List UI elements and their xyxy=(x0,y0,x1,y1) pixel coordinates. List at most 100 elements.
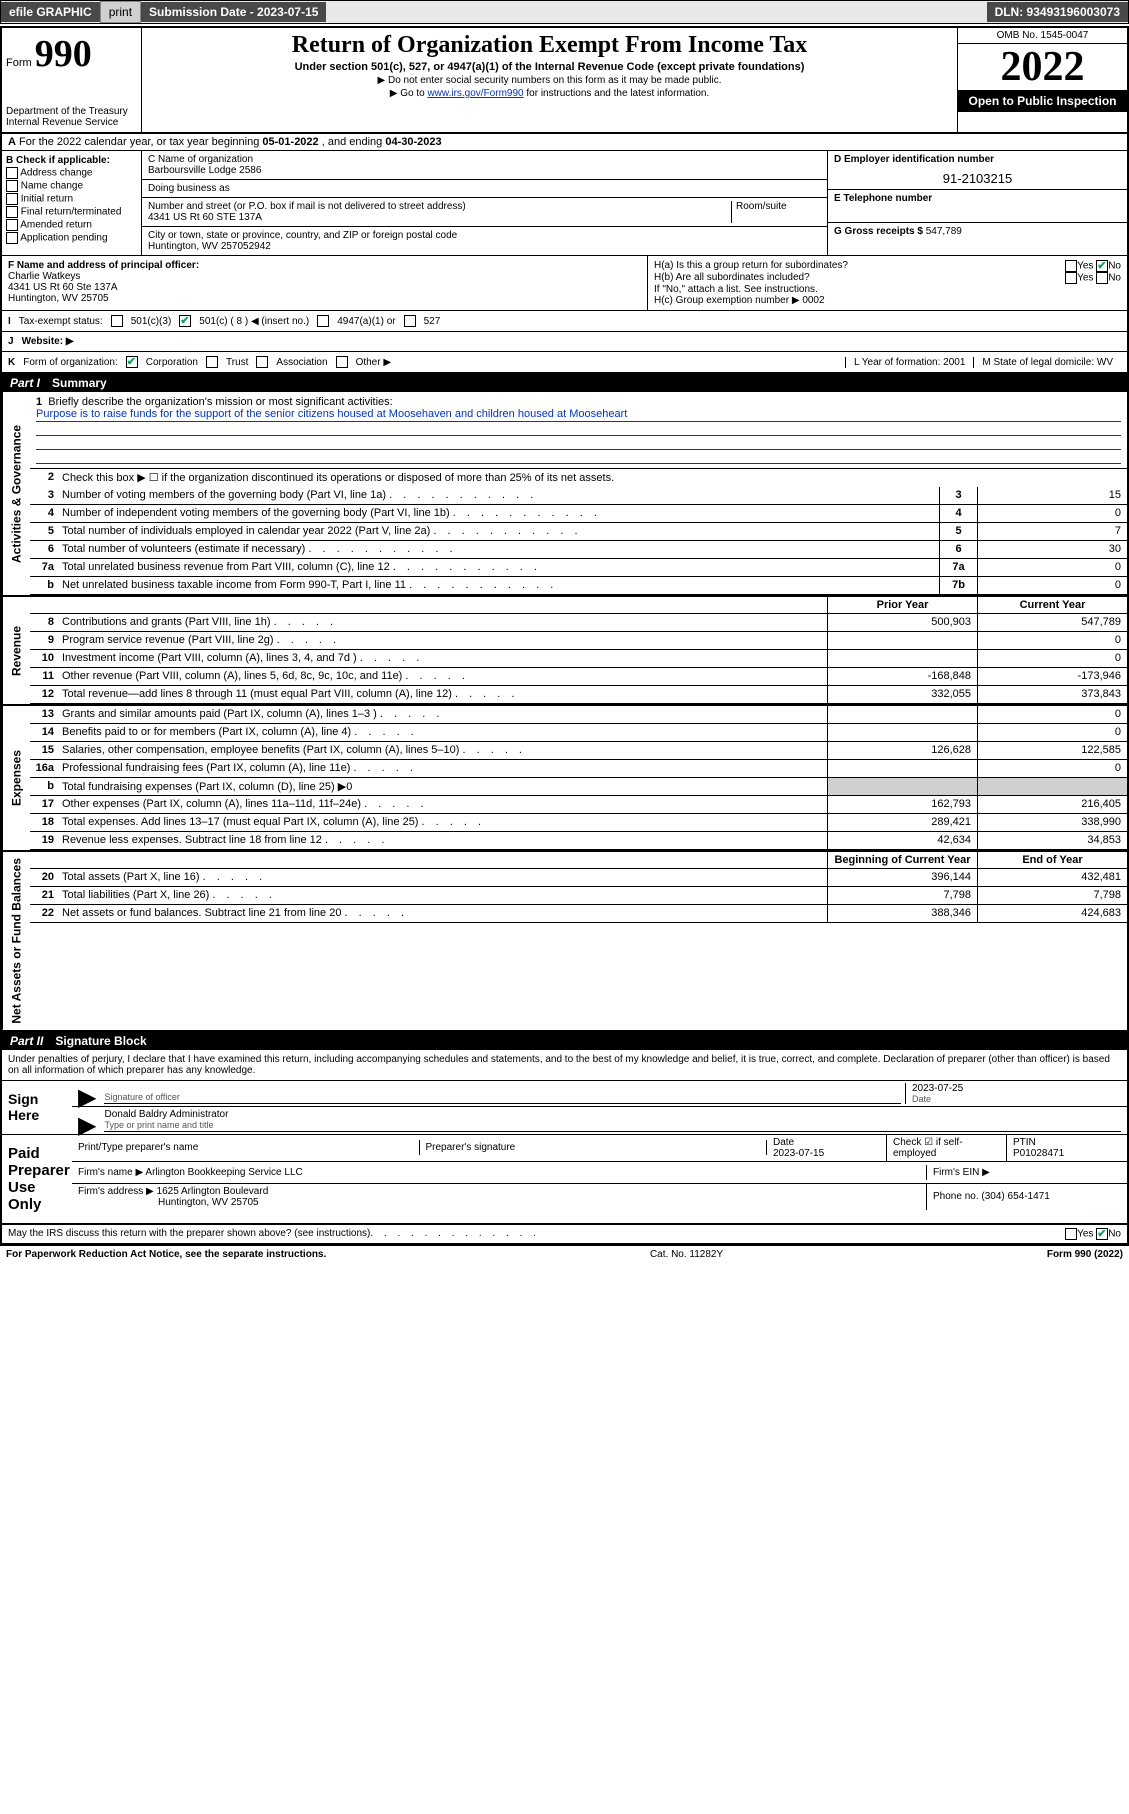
line-box: 4 xyxy=(939,505,977,522)
col-b-checkbox[interactable] xyxy=(6,167,18,179)
line-desc: Net assets or fund balances. Subtract li… xyxy=(58,905,827,922)
sign-here-label: Sign Here xyxy=(2,1081,72,1134)
year-formation-label: L Year of formation: xyxy=(854,357,940,368)
line-val: 15 xyxy=(977,487,1127,504)
print-button[interactable]: print xyxy=(100,1,141,23)
col-prior-year: Prior Year xyxy=(827,597,977,613)
officer-print-name: Donald Baldry Administrator xyxy=(104,1109,1121,1120)
line-prior-val: 162,793 xyxy=(827,796,977,813)
note2-pre: ▶ Go to xyxy=(390,88,428,99)
ha-no-checkbox[interactable] xyxy=(1096,260,1108,272)
line-box: 7a xyxy=(939,559,977,576)
sig-officer-label: Signature of officer xyxy=(104,1092,901,1102)
type-name-label: Type or print name and title xyxy=(104,1120,1121,1130)
top-bar: efile GRAPHIC print Submission Date - 20… xyxy=(0,0,1129,24)
trust-checkbox[interactable] xyxy=(206,356,218,368)
self-employed-label: Check ☑ if self-employed xyxy=(893,1137,963,1159)
discuss-yes-checkbox[interactable] xyxy=(1065,1228,1077,1240)
col-b-label: B Check if applicable: xyxy=(6,155,110,166)
gross-label: G Gross receipts $ xyxy=(834,226,923,237)
line-prior-val: 396,144 xyxy=(827,869,977,886)
opt-501c: 501(c) ( 8 ) ◀ (insert no.) xyxy=(199,316,309,327)
col-b-checkbox[interactable] xyxy=(6,180,18,192)
net-section: Net Assets or Fund Balances Beginning of… xyxy=(2,852,1127,1032)
col-b-item: Application pending xyxy=(6,232,137,244)
label-j: J xyxy=(8,336,14,347)
527-checkbox[interactable] xyxy=(404,315,416,327)
col-right-ids: D Employer identification number 91-2103… xyxy=(827,151,1127,255)
irs-link[interactable]: www.irs.gov/Form990 xyxy=(427,88,523,99)
line1-text: Briefly describe the organization's miss… xyxy=(48,396,392,408)
col-begin-year: Beginning of Current Year xyxy=(827,852,977,868)
line-desc: Program service revenue (Part VIII, line… xyxy=(58,632,827,649)
table-row: 4 Number of independent voting members o… xyxy=(30,505,1127,523)
header-left: Form 990 Department of the Treasury Inte… xyxy=(2,28,142,132)
line-current-val: 373,843 xyxy=(977,686,1127,703)
table-row: 22 Net assets or fund balances. Subtract… xyxy=(30,905,1127,923)
line-prior-val: -168,848 xyxy=(827,668,977,685)
form-org-row: K Form of organization: Corporation Trus… xyxy=(2,352,1127,374)
line-desc: Other revenue (Part VIII, column (A), li… xyxy=(58,668,827,685)
col-b-checkboxes: B Check if applicable: Address change Na… xyxy=(2,151,142,255)
city-label: City or town, state or province, country… xyxy=(148,230,821,241)
line-current-val: 0 xyxy=(977,632,1127,649)
line-desc: Salaries, other compensation, employee b… xyxy=(58,742,827,759)
line-num: 13 xyxy=(30,706,58,723)
side-label-exp: Expenses xyxy=(2,706,30,850)
ha-yes-checkbox[interactable] xyxy=(1065,260,1077,272)
label-a: A xyxy=(8,136,16,148)
line-val-gray xyxy=(827,778,977,795)
discuss-no-checkbox[interactable] xyxy=(1096,1228,1108,1240)
corp-checkbox[interactable] xyxy=(126,356,138,368)
col-b-checkbox[interactable] xyxy=(6,219,18,231)
line-num: 19 xyxy=(30,832,58,849)
rev-section: Revenue Prior Year Current Year 8 Contri… xyxy=(2,597,1127,706)
line-desc: Total number of individuals employed in … xyxy=(58,523,939,540)
year-begin: 05-01-2022 xyxy=(262,136,318,148)
self-employed-cell: Check ☑ if self-employed xyxy=(887,1135,1007,1161)
line-prior-val xyxy=(827,724,977,741)
table-row: 7a Total unrelated business revenue from… xyxy=(30,559,1127,577)
signature-arrow-icon: ▶ xyxy=(74,1092,100,1104)
part-1-header: Part I Summary xyxy=(2,374,1127,392)
hb-no-checkbox[interactable] xyxy=(1096,272,1108,284)
table-row: 18 Total expenses. Add lines 13–17 (must… xyxy=(30,814,1127,832)
line-num: b xyxy=(30,778,58,795)
line-val: 0 xyxy=(977,559,1127,576)
form-subtitle: Under section 501(c), 527, or 4947(a)(1)… xyxy=(150,61,949,73)
line-desc: Professional fundraising fees (Part IX, … xyxy=(58,760,827,777)
col-b-item: Name change xyxy=(6,180,137,192)
line2-num: 2 xyxy=(30,469,58,487)
assoc-checkbox[interactable] xyxy=(256,356,268,368)
col-c-org: C Name of organization Barboursville Lod… xyxy=(142,151,827,255)
4947-checkbox[interactable] xyxy=(317,315,329,327)
part1-label: Part I xyxy=(10,376,40,390)
line-current-val: 0 xyxy=(977,650,1127,667)
name-arrow-icon: ▶ xyxy=(74,1120,100,1132)
officer-label: F Name and address of principal officer: xyxy=(8,260,199,271)
line-num: 21 xyxy=(30,887,58,904)
501c3-checkbox[interactable] xyxy=(111,315,123,327)
phone-label: E Telephone number xyxy=(834,193,932,204)
line-num: 10 xyxy=(30,650,58,667)
line-prior-val: 500,903 xyxy=(827,614,977,631)
501c-checkbox[interactable] xyxy=(179,315,191,327)
line-prior-val: 126,628 xyxy=(827,742,977,759)
line-num: 5 xyxy=(30,523,58,540)
ha-yes: Yes xyxy=(1077,261,1093,272)
other-checkbox[interactable] xyxy=(336,356,348,368)
footer-left: For Paperwork Reduction Act Notice, see … xyxy=(6,1249,326,1260)
line-prior-val: 332,055 xyxy=(827,686,977,703)
col-b-checkbox[interactable] xyxy=(6,206,18,218)
line-num: 18 xyxy=(30,814,58,831)
exp-section: Expenses 13 Grants and similar amounts p… xyxy=(2,706,1127,852)
open-public-badge: Open to Public Inspection xyxy=(958,90,1127,112)
col-b-checkbox[interactable] xyxy=(6,193,18,205)
part2-title: Signature Block xyxy=(55,1034,146,1048)
col-b-checkbox[interactable] xyxy=(6,232,18,244)
mission-text: Purpose is to raise funds for the suppor… xyxy=(36,408,1121,422)
hb-yes-checkbox[interactable] xyxy=(1065,272,1077,284)
side-label-net: Net Assets or Fund Balances xyxy=(2,852,30,1030)
col-end-year: End of Year xyxy=(977,852,1127,868)
side-label-rev: Revenue xyxy=(2,597,30,704)
